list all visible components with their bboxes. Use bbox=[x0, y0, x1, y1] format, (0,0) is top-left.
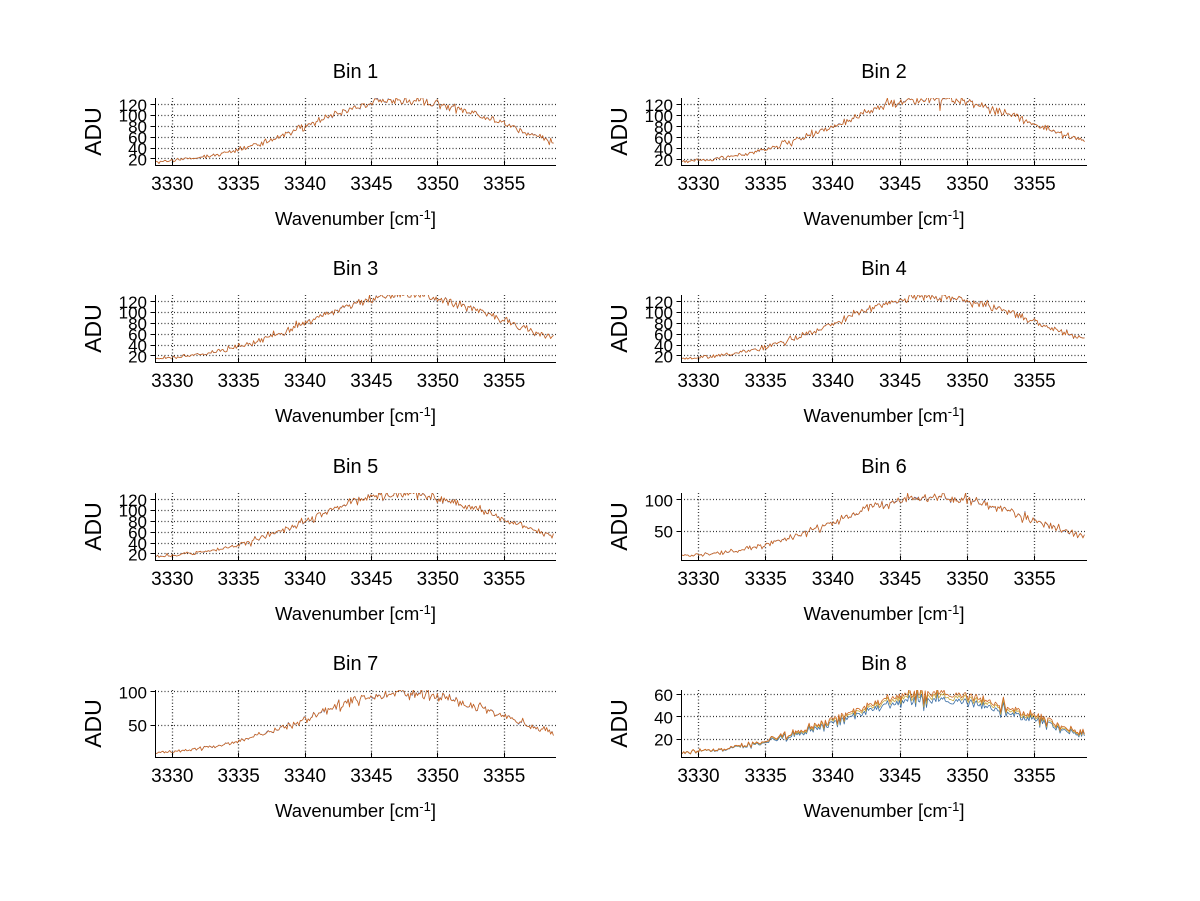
svg-text:Wavenumber [cm-1]: Wavenumber [cm-1] bbox=[275, 602, 436, 625]
svg-text:Wavenumber [cm-1]: Wavenumber [cm-1] bbox=[275, 799, 436, 822]
svg-text:3345: 3345 bbox=[879, 569, 921, 590]
svg-text:3335: 3335 bbox=[745, 371, 787, 392]
svg-text:Bin 8: Bin 8 bbox=[861, 653, 907, 675]
svg-text:3355: 3355 bbox=[1013, 569, 1055, 590]
svg-text:3330: 3330 bbox=[677, 569, 719, 590]
svg-text:3330: 3330 bbox=[151, 371, 193, 392]
svg-text:3350: 3350 bbox=[946, 569, 988, 590]
svg-text:Bin 4: Bin 4 bbox=[861, 258, 907, 280]
svg-text:40: 40 bbox=[654, 708, 673, 727]
svg-text:3335: 3335 bbox=[218, 371, 260, 392]
svg-text:3340: 3340 bbox=[284, 174, 326, 195]
svg-text:Bin 2: Bin 2 bbox=[861, 61, 907, 83]
svg-text:3345: 3345 bbox=[879, 766, 921, 787]
svg-text:3335: 3335 bbox=[218, 766, 260, 787]
svg-text:Wavenumber [cm-1]: Wavenumber [cm-1] bbox=[275, 404, 436, 427]
svg-text:3345: 3345 bbox=[350, 569, 392, 590]
svg-text:Bin 7: Bin 7 bbox=[333, 653, 379, 675]
svg-text:3355: 3355 bbox=[483, 371, 525, 392]
svg-text:3330: 3330 bbox=[677, 174, 719, 195]
svg-text:3335: 3335 bbox=[745, 569, 787, 590]
svg-text:3330: 3330 bbox=[151, 766, 193, 787]
svg-text:3350: 3350 bbox=[946, 174, 988, 195]
svg-text:3335: 3335 bbox=[218, 174, 260, 195]
svg-text:120: 120 bbox=[645, 96, 673, 115]
svg-text:120: 120 bbox=[119, 96, 147, 115]
svg-text:3345: 3345 bbox=[350, 371, 392, 392]
svg-text:Wavenumber [cm-1]: Wavenumber [cm-1] bbox=[804, 207, 965, 230]
svg-text:20: 20 bbox=[654, 731, 673, 750]
svg-text:3350: 3350 bbox=[417, 569, 459, 590]
svg-text:3340: 3340 bbox=[284, 371, 326, 392]
svg-text:50: 50 bbox=[654, 523, 673, 542]
svg-text:3355: 3355 bbox=[1013, 766, 1055, 787]
svg-text:ADU: ADU bbox=[606, 502, 632, 551]
svg-text:3340: 3340 bbox=[812, 766, 854, 787]
svg-text:100: 100 bbox=[645, 491, 673, 510]
svg-text:3355: 3355 bbox=[483, 569, 525, 590]
svg-text:Wavenumber [cm-1]: Wavenumber [cm-1] bbox=[275, 207, 436, 230]
svg-text:3330: 3330 bbox=[151, 174, 193, 195]
svg-text:3330: 3330 bbox=[151, 569, 193, 590]
svg-text:3350: 3350 bbox=[946, 371, 988, 392]
svg-text:3355: 3355 bbox=[1013, 174, 1055, 195]
svg-text:ADU: ADU bbox=[606, 304, 632, 353]
svg-text:Bin 5: Bin 5 bbox=[333, 456, 379, 478]
svg-text:50: 50 bbox=[128, 717, 147, 736]
svg-text:Wavenumber [cm-1]: Wavenumber [cm-1] bbox=[804, 799, 965, 822]
svg-text:3335: 3335 bbox=[745, 174, 787, 195]
svg-text:100: 100 bbox=[119, 684, 147, 703]
svg-text:ADU: ADU bbox=[80, 304, 106, 353]
svg-text:3345: 3345 bbox=[350, 174, 392, 195]
svg-text:3330: 3330 bbox=[677, 766, 719, 787]
svg-text:3350: 3350 bbox=[417, 766, 459, 787]
svg-text:3345: 3345 bbox=[879, 371, 921, 392]
svg-text:3340: 3340 bbox=[812, 569, 854, 590]
svg-text:3350: 3350 bbox=[417, 174, 459, 195]
svg-text:3340: 3340 bbox=[284, 766, 326, 787]
svg-text:3340: 3340 bbox=[812, 371, 854, 392]
svg-text:Wavenumber [cm-1]: Wavenumber [cm-1] bbox=[804, 602, 965, 625]
svg-text:Wavenumber [cm-1]: Wavenumber [cm-1] bbox=[804, 404, 965, 427]
svg-text:Bin 1: Bin 1 bbox=[333, 61, 379, 83]
svg-text:3355: 3355 bbox=[483, 174, 525, 195]
svg-text:3335: 3335 bbox=[218, 569, 260, 590]
svg-text:3340: 3340 bbox=[812, 174, 854, 195]
svg-text:3345: 3345 bbox=[879, 174, 921, 195]
svg-text:120: 120 bbox=[645, 293, 673, 312]
svg-text:ADU: ADU bbox=[606, 107, 632, 156]
svg-text:Bin 6: Bin 6 bbox=[861, 456, 907, 478]
svg-text:ADU: ADU bbox=[80, 107, 106, 156]
svg-text:Bin 3: Bin 3 bbox=[333, 258, 379, 280]
svg-text:3340: 3340 bbox=[284, 569, 326, 590]
svg-text:3350: 3350 bbox=[946, 766, 988, 787]
svg-text:120: 120 bbox=[119, 491, 147, 510]
svg-text:120: 120 bbox=[119, 293, 147, 312]
svg-text:ADU: ADU bbox=[80, 699, 106, 748]
svg-text:3335: 3335 bbox=[745, 766, 787, 787]
svg-text:3330: 3330 bbox=[677, 371, 719, 392]
svg-text:60: 60 bbox=[654, 686, 673, 705]
svg-text:3355: 3355 bbox=[483, 766, 525, 787]
svg-text:ADU: ADU bbox=[606, 699, 632, 748]
svg-text:ADU: ADU bbox=[80, 502, 106, 551]
svg-text:3350: 3350 bbox=[417, 371, 459, 392]
svg-text:3355: 3355 bbox=[1013, 371, 1055, 392]
svg-text:3345: 3345 bbox=[350, 766, 392, 787]
